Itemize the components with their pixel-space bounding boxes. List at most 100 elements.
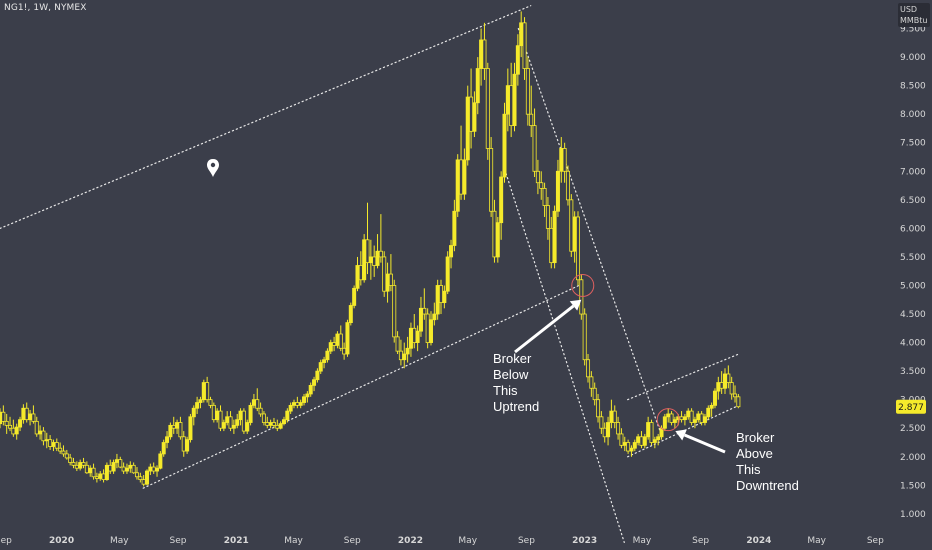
candle-body — [686, 410, 691, 418]
candle-body — [492, 210, 497, 258]
candle-body — [305, 393, 310, 398]
candle-body — [208, 399, 213, 406]
candle-body — [432, 313, 437, 321]
candle-body — [44, 439, 49, 442]
candle-body — [358, 265, 363, 281]
candle-body — [138, 476, 143, 481]
candle-body — [592, 387, 597, 401]
candle-body — [275, 424, 280, 429]
trend-line-downtrend-upper — [517, 27, 662, 435]
candle-body — [726, 373, 731, 383]
candle-body — [532, 125, 537, 172]
x-tick-label: Sep — [518, 536, 535, 546]
candle-body — [278, 423, 283, 429]
x-tick-label: Sep — [170, 536, 187, 546]
candle-body — [4, 420, 9, 426]
candle-body — [8, 424, 13, 429]
candle-body — [261, 413, 266, 423]
candle-body — [51, 442, 56, 447]
candle-body — [722, 373, 727, 389]
candle-body — [332, 342, 337, 346]
candle-body — [271, 422, 276, 426]
annotation-text: Uptrend — [493, 399, 539, 414]
candle-body — [412, 327, 417, 343]
candle-body — [469, 96, 474, 132]
candle-body — [165, 436, 170, 443]
y-tick-label: 6.000 — [900, 224, 926, 234]
candle-body — [656, 436, 661, 441]
y-tick-label: 2.500 — [900, 424, 926, 434]
candle-body — [418, 307, 423, 332]
candle-body — [512, 73, 517, 127]
candle-body — [231, 424, 236, 429]
annotation-text: Downtrend — [736, 478, 799, 493]
candle-body — [619, 433, 624, 446]
candle-body — [545, 205, 550, 229]
candle-body — [582, 313, 587, 361]
candle-body — [175, 422, 180, 429]
candle-body — [241, 410, 246, 432]
candle-body — [529, 113, 534, 127]
candle-body — [455, 159, 460, 212]
candle-body — [312, 379, 317, 386]
candle-body — [238, 410, 243, 421]
x-tick-label: May — [458, 536, 477, 546]
trend-line-long-channel-upper — [0, 5, 532, 229]
x-tick-label: May — [284, 536, 303, 546]
candle-body — [626, 442, 631, 452]
candle-body — [295, 402, 300, 406]
candle-body — [171, 424, 176, 429]
candle-body — [475, 68, 480, 104]
y-tick-label: 3.500 — [900, 367, 926, 377]
candle-body — [365, 239, 370, 264]
y-tick-label: 5.000 — [900, 281, 926, 291]
candle-body — [352, 287, 357, 306]
y-tick-label: 7.000 — [900, 167, 926, 177]
y-tick-label: 4.000 — [900, 339, 926, 349]
annotation-arrow-shaft — [683, 433, 726, 454]
candle-body — [302, 396, 307, 403]
x-tick-label: May — [807, 536, 826, 546]
candle-body — [428, 319, 433, 343]
annotation-text: This — [736, 462, 761, 477]
candle-body — [251, 399, 256, 406]
y-tick-label: 9.500 — [900, 25, 926, 35]
candle-body — [308, 385, 313, 395]
candle-body — [646, 422, 651, 438]
candle-body — [435, 285, 440, 315]
candle-body — [328, 342, 333, 352]
candle-body — [719, 382, 724, 389]
candle-body — [642, 436, 647, 446]
candle-body — [48, 439, 53, 447]
x-tick-label: Sep — [0, 536, 12, 546]
candle-body — [402, 353, 407, 361]
candle-body — [285, 410, 290, 421]
candle-body — [255, 399, 260, 409]
candle-body — [221, 422, 226, 429]
candle-body — [539, 182, 544, 189]
candle-body — [34, 420, 39, 435]
candle-body — [191, 407, 196, 418]
candle-body — [555, 170, 560, 212]
candle-body — [519, 22, 524, 47]
candle-body — [245, 422, 250, 432]
candle-body — [84, 464, 89, 474]
candle-body — [669, 413, 674, 423]
candle-body — [542, 188, 547, 206]
candle-body — [459, 159, 464, 195]
candle-body — [552, 210, 557, 264]
candle-body — [616, 422, 621, 435]
candle-body — [118, 459, 123, 468]
candle-body — [382, 256, 387, 292]
candle-body — [395, 336, 400, 352]
candle-body — [71, 462, 76, 466]
candle-body — [589, 376, 594, 389]
y-tick-label: 1.500 — [900, 481, 926, 491]
candle-body — [439, 285, 444, 304]
annotation-text: Broker — [736, 430, 775, 445]
currency-unit-box[interactable]: USD MMBtu — [898, 3, 930, 27]
y-tick-label: 8.000 — [900, 110, 926, 120]
x-tick-label: Sep — [344, 536, 361, 546]
candle-body — [18, 419, 23, 428]
